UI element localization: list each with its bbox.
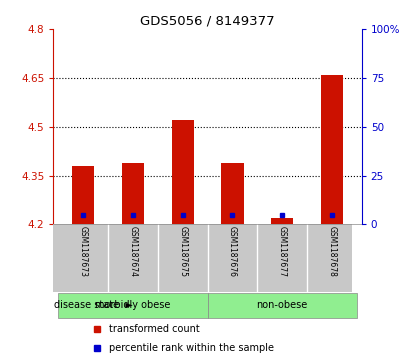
Text: GSM1187675: GSM1187675 [178,227,187,277]
Text: GSM1187674: GSM1187674 [129,227,137,277]
Title: GDS5056 / 8149377: GDS5056 / 8149377 [140,15,275,28]
Text: GSM1187676: GSM1187676 [228,227,237,277]
Text: transformed count: transformed count [109,325,200,334]
Bar [58,293,208,318]
Bar [122,163,144,224]
Text: non-obese: non-obese [256,300,308,310]
Text: percentile rank within the sample: percentile rank within the sample [109,343,274,353]
Bar [171,120,194,224]
Text: GSM1187677: GSM1187677 [278,227,286,277]
Bar [72,166,95,224]
Text: disease state  ►: disease state ► [54,300,133,310]
Text: GSM1187673: GSM1187673 [79,227,88,277]
Bar [321,75,343,224]
Bar [271,218,293,224]
Bar [221,163,244,224]
Text: GSM1187678: GSM1187678 [327,227,336,277]
Bar [208,293,357,318]
Text: morbidly obese: morbidly obese [95,300,171,310]
